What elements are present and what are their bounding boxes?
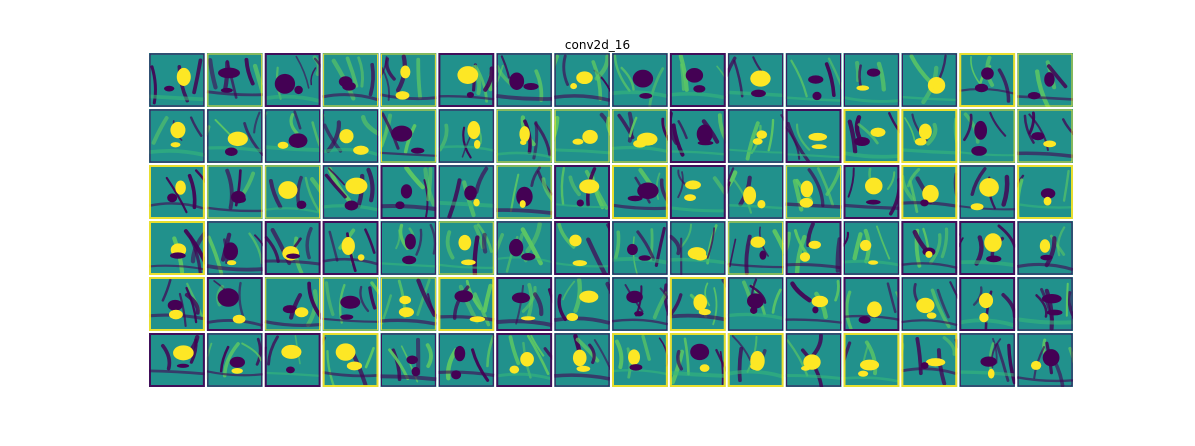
- feature-map-63: [947, 221, 1015, 275]
- feature-map-82: [206, 333, 262, 387]
- feature-map-80: [1017, 277, 1075, 331]
- feature-map-28: [786, 109, 842, 163]
- feature-map-7: [490, 53, 552, 107]
- feature-map-23: [496, 109, 552, 163]
- feature-map-42: [670, 165, 735, 219]
- feature-map-67: [265, 277, 323, 331]
- feature-map-84: [316, 333, 378, 388]
- feature-map-71: [496, 277, 560, 331]
- feature-map-39: [496, 165, 557, 219]
- feature-map-12: [786, 53, 843, 107]
- feature-map-5: [373, 53, 436, 107]
- feature-map-56: [554, 221, 621, 276]
- feature-map-32: [1017, 109, 1075, 163]
- feature-map-22: [438, 109, 494, 163]
- feature-map-68: [323, 277, 390, 331]
- feature-map-92: [786, 333, 842, 387]
- feature-map-77: [844, 277, 901, 331]
- feature-map-57: [612, 221, 668, 275]
- feature-map-85: [381, 333, 437, 387]
- feature-map-51: [265, 221, 321, 275]
- feature-map-61: [840, 221, 900, 275]
- feature-map-75: [728, 277, 784, 331]
- feature-map-4: [323, 53, 379, 107]
- feature-map-83: [254, 333, 321, 387]
- feature-map-90: [670, 333, 731, 387]
- feature-map-35: [265, 165, 330, 219]
- feature-map-78: [901, 277, 967, 331]
- feature-map-16: [1017, 53, 1073, 108]
- feature-map-53: [381, 221, 437, 275]
- feature-map-62: [901, 221, 957, 275]
- feature-map-31: [959, 109, 1015, 163]
- feature-map-40: [554, 165, 610, 219]
- feature-map-26: [670, 109, 732, 163]
- feature-map-30: [901, 109, 958, 163]
- feature-map-64: [1017, 221, 1073, 275]
- feature-map-69: [381, 277, 442, 331]
- feature-map-8: [547, 53, 610, 107]
- feature-map-38: [438, 165, 494, 219]
- feature-map-21: [378, 109, 436, 163]
- feature-map-93: [841, 333, 899, 387]
- feature-map-27: [728, 109, 796, 163]
- chart-title: conv2d_16: [0, 38, 1195, 52]
- feature-map-47: [959, 165, 1015, 219]
- feature-map-50: [207, 221, 270, 275]
- feature-map-49: [149, 221, 205, 275]
- feature-map-grid: [149, 53, 1075, 389]
- feature-map-24: [546, 109, 613, 163]
- feature-map-66: [207, 277, 263, 331]
- feature-map-87: [496, 333, 563, 387]
- feature-map-20: [311, 109, 378, 163]
- feature-map-96: [1017, 333, 1075, 387]
- feature-map-17: [149, 109, 205, 163]
- feature-map-13: [844, 53, 900, 107]
- feature-map-11: [723, 53, 783, 107]
- feature-map-54: [438, 221, 494, 275]
- feature-map-73: [612, 277, 676, 331]
- feature-map-37: [381, 165, 437, 219]
- feature-map-45: [844, 165, 900, 219]
- feature-map-89: [612, 333, 668, 387]
- feature-map-6: [438, 53, 494, 107]
- feature-map-59: [728, 221, 788, 275]
- feature-map-33: [149, 165, 215, 219]
- feature-map-25: [612, 109, 674, 163]
- feature-map-29: [844, 109, 906, 163]
- feature-map-55: [489, 221, 552, 275]
- feature-map-70: [438, 277, 494, 331]
- feature-map-65: [149, 277, 205, 331]
- feature-map-79: [959, 277, 1015, 331]
- feature-map-74: [670, 277, 731, 331]
- feature-map-18: [198, 109, 263, 163]
- feature-map-76: [786, 277, 842, 331]
- feature-map-58: [670, 221, 726, 275]
- feature-map-36: [323, 165, 379, 219]
- feature-map-19: [256, 109, 324, 163]
- feature-map-41: [612, 165, 672, 219]
- feature-map-48: [1010, 165, 1073, 219]
- feature-map-2: [207, 53, 263, 107]
- feature-map-14: [901, 53, 957, 107]
- feature-map-88: [554, 333, 610, 387]
- feature-map-95: [959, 333, 1015, 387]
- feature-map-10: [670, 53, 731, 107]
- feature-map-9: [612, 53, 668, 107]
- feature-map-34: [207, 165, 263, 219]
- feature-map-1: [149, 53, 205, 107]
- feature-map-46: [901, 165, 960, 219]
- feature-map-44: [786, 165, 842, 219]
- feature-map-52: [323, 221, 379, 275]
- feature-map-15: [959, 53, 1015, 107]
- feature-map-81: [149, 333, 205, 387]
- feature-map-43: [719, 165, 783, 219]
- feature-map-86: [438, 333, 494, 387]
- feature-map-60: [776, 221, 841, 275]
